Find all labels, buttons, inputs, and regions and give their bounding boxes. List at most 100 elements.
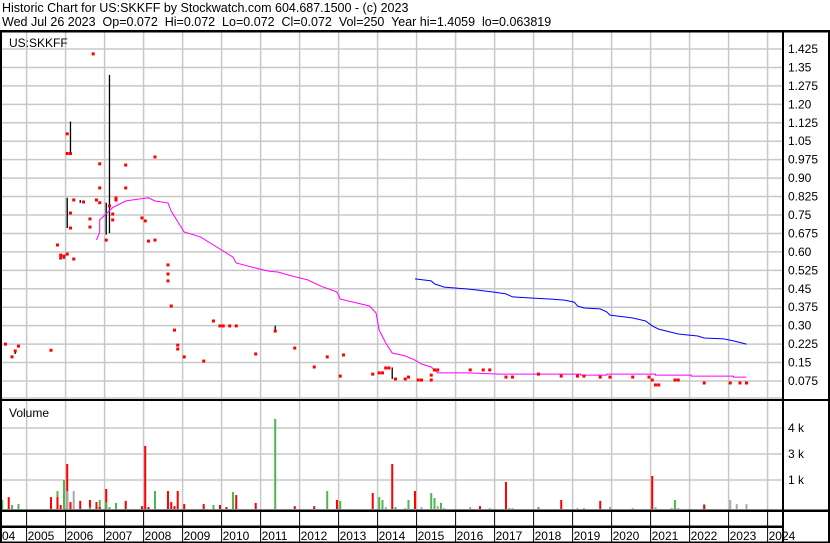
close-point: [72, 257, 76, 261]
year-label: 2020: [613, 529, 640, 543]
moving-average-long-line: [414, 278, 747, 345]
close-point: [59, 253, 63, 257]
volume-bar: [488, 507, 491, 509]
volume-label: Volume: [9, 406, 49, 420]
close-point: [143, 219, 147, 223]
close-point: [13, 349, 17, 353]
close-point: [140, 216, 144, 220]
price-tick-label: 0.30: [788, 319, 812, 333]
year-axis: 2004 2005 2006 2007 2008 2009 2010 2011 2012 2013…: [0, 529, 796, 543]
year-label: 2015: [418, 529, 445, 543]
volume-bar: [378, 497, 381, 509]
volume-bar: [69, 504, 72, 509]
close-point: [728, 381, 732, 385]
volume-bar: [439, 502, 442, 509]
volume-bar: [17, 504, 20, 509]
volume-bar: [98, 506, 101, 509]
volume-bar: [114, 502, 117, 509]
close-point: [273, 329, 277, 333]
close-point: [419, 378, 423, 382]
volume-bottom-border: [0, 509, 830, 512]
close-point: [16, 344, 20, 348]
price-tick-label: 1.275: [788, 79, 818, 93]
price-tick-label: 0.60: [788, 245, 812, 259]
volume-bar: [504, 482, 507, 509]
price-tick-label: 0.975: [788, 153, 818, 167]
volume-bar: [651, 475, 654, 509]
year-row-border: [0, 525, 782, 528]
volume-bar: [10, 504, 13, 509]
volume-bar: [212, 504, 215, 509]
close-point: [384, 366, 388, 370]
close-point: [738, 381, 742, 385]
volume-bar: [436, 506, 439, 509]
volume-bar: [49, 497, 52, 509]
close-point: [218, 324, 222, 328]
volume-bar: [176, 491, 179, 509]
volume-bar: [105, 488, 108, 509]
volume-bar: [140, 506, 143, 509]
close-point: [504, 375, 508, 379]
volume-bar: [391, 464, 394, 509]
close-point: [468, 368, 472, 372]
volume-bar: [335, 500, 338, 509]
close-point: [10, 355, 14, 359]
volume-bar: [703, 504, 706, 509]
close-point: [68, 226, 72, 230]
close-point: [176, 347, 180, 351]
volume-bar: [59, 504, 62, 509]
volume-bar: [420, 506, 423, 509]
price-tick-label: 0.375: [788, 300, 818, 314]
volume-bar: [677, 507, 680, 509]
volume-bar: [339, 500, 342, 509]
volume-bar: [735, 504, 738, 509]
volume-axis: 4 k 3 k 1 k: [788, 421, 805, 487]
close-point: [673, 378, 677, 382]
close-point: [650, 378, 654, 382]
volume-bars: [1, 418, 748, 509]
volume-bar: [469, 506, 472, 509]
close-point: [510, 375, 514, 379]
close-point: [575, 374, 579, 378]
close-point: [293, 346, 297, 350]
close-point: [371, 372, 375, 376]
close-point: [598, 375, 602, 379]
price-tick-label: 0.225: [788, 337, 818, 351]
close-point: [325, 355, 329, 359]
moving-average-short-line: [96, 197, 747, 378]
close-point: [380, 371, 384, 375]
volume-bar: [66, 491, 69, 509]
close-point: [114, 196, 118, 200]
right-border: [828, 31, 830, 543]
volume-bar: [166, 491, 169, 509]
price-tick-label: 1.05: [788, 134, 812, 148]
price-tick-label: 0.825: [788, 190, 818, 204]
close-point: [81, 200, 85, 204]
volume-bar: [413, 491, 416, 509]
close-point: [429, 378, 433, 382]
close-point: [111, 218, 115, 222]
close-point: [416, 378, 420, 382]
left-border: [0, 31, 2, 543]
chart-frame: [0, 30, 830, 543]
close-point: [172, 328, 176, 332]
close-point: [377, 371, 381, 375]
volume-bar: [433, 497, 436, 509]
close-point: [65, 152, 69, 156]
year-label: 2005: [28, 529, 55, 543]
volume-bar: [729, 500, 732, 509]
price-tick-label: 0.075: [788, 374, 818, 388]
price-tick-label: 0.45: [788, 282, 812, 296]
volume-bar: [88, 500, 91, 509]
price-tick-label: 1.125: [788, 116, 818, 130]
close-point: [98, 162, 102, 166]
year-label: 2012: [301, 529, 328, 543]
header-divider: [0, 30, 830, 33]
close-point: [676, 378, 680, 382]
close-point: [647, 375, 651, 379]
close-point: [432, 368, 436, 372]
close-point: [153, 238, 157, 242]
chart-title: Historic Chart for US:SKKFF by Stockwatc…: [2, 1, 408, 15]
year-label: 2009: [184, 529, 211, 543]
volume-bar: [153, 491, 156, 509]
